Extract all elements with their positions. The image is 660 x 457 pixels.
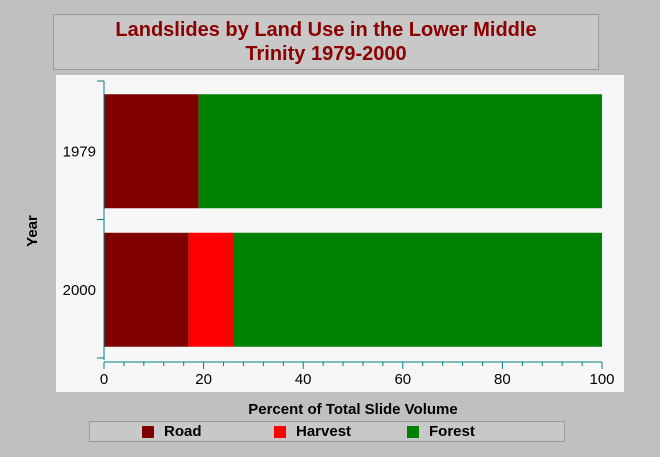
legend-item-harvest: Harvest — [274, 422, 351, 441]
bar-harvest-2000 — [188, 232, 234, 347]
legend-swatch-road — [142, 425, 154, 438]
bar-forest-1979 — [198, 94, 602, 209]
x-tick-label: 0 — [100, 371, 108, 388]
legend-item-forest: Forest — [407, 422, 475, 441]
y-axis-label: Year — [23, 215, 41, 247]
x-axis-label: Percent of Total Slide Volume — [248, 401, 458, 418]
legend-label-road: Road — [164, 423, 202, 440]
legend-label-harvest: Harvest — [296, 423, 352, 440]
chart-title: Landslides by Land Use in the Lower Midd… — [53, 14, 599, 70]
bar-road-1979 — [104, 94, 199, 209]
chart-title-line-2: Trinity 1979-2000 — [245, 43, 407, 65]
chart-title-line-1: Landslides by Land Use in the Lower Midd… — [115, 19, 537, 41]
legend-swatch-harvest — [274, 425, 286, 438]
bar-road-2000 — [104, 232, 189, 347]
x-tick-label: 100 — [589, 371, 614, 388]
bar-forest-2000 — [233, 232, 603, 347]
x-tick-label: 40 — [295, 371, 312, 388]
legend-label-forest: Forest — [429, 423, 475, 440]
legend-item-road: Road — [142, 422, 202, 441]
y-tick-label: 1979 — [63, 143, 96, 160]
x-tick-label: 80 — [494, 371, 511, 388]
x-tick-label: 60 — [394, 371, 411, 388]
legend-swatch-forest — [407, 425, 419, 438]
x-tick-label: 20 — [195, 371, 212, 388]
y-tick-label: 2000 — [63, 282, 96, 299]
legend: Road Harvest Forest — [89, 421, 565, 442]
